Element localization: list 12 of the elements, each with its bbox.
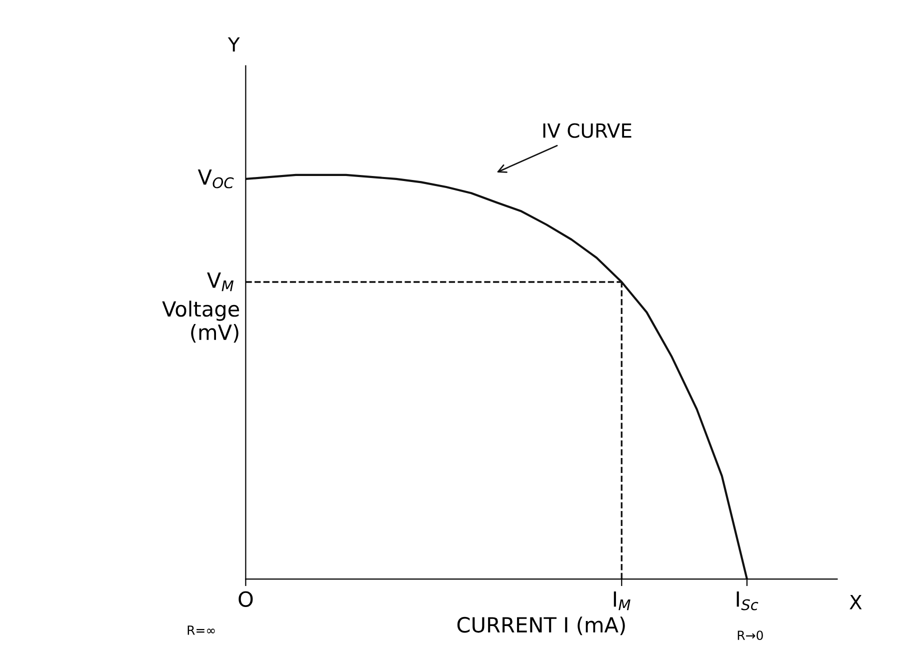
x-tick-label: I$_{M}$ <box>614 591 630 610</box>
text: Y <box>228 37 240 52</box>
annotation: V$_{OC}$ <box>198 169 234 188</box>
x-tick-label: O <box>238 591 253 607</box>
x-tick-label: I$_{Sc}$ <box>736 591 758 610</box>
text: R=∞ <box>188 626 215 635</box>
text: X <box>850 595 862 610</box>
annotation: V$_{M}$ <box>207 272 234 292</box>
text: R→0 <box>738 630 763 640</box>
x-axis-title: CURRENT I (mA) <box>457 616 625 636</box>
y-axis-title: Voltage (mV) <box>162 300 240 343</box>
text: IV CURVE <box>543 123 632 138</box>
